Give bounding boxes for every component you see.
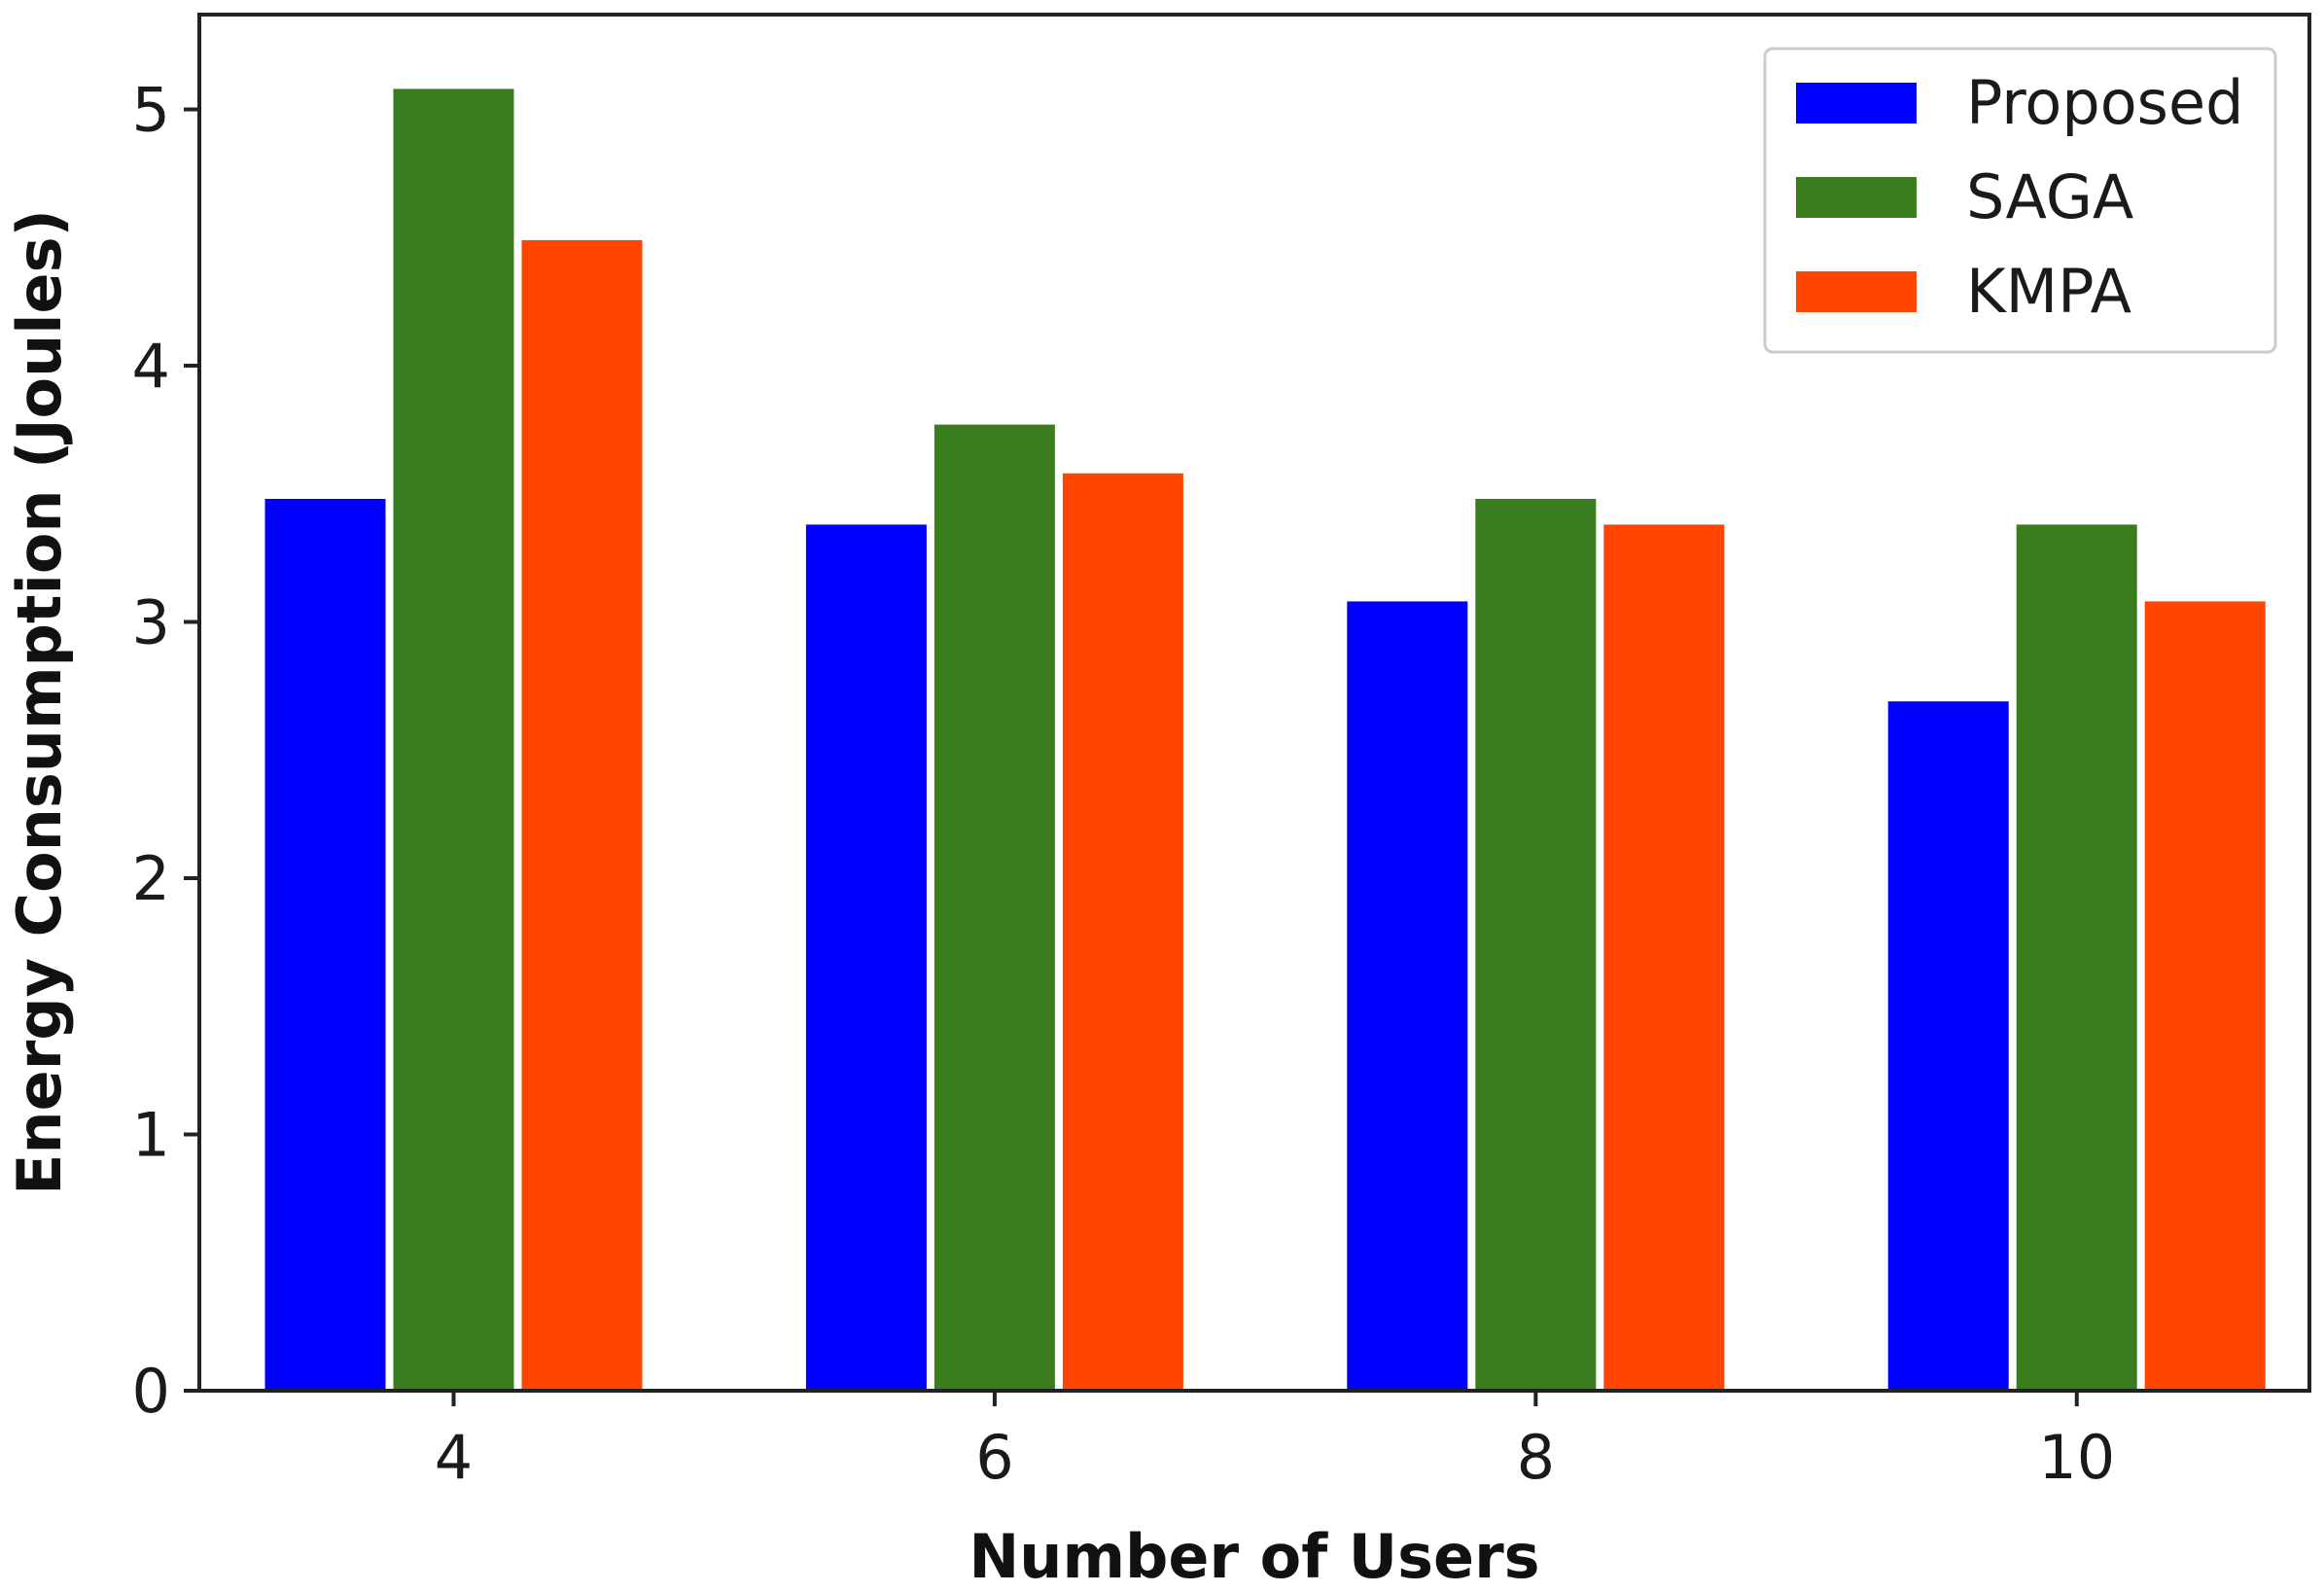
y-tick-label: 3 [132,586,170,657]
x-tick-label: 4 [435,1422,473,1493]
bar-kmpa-10 [2144,601,2266,1391]
x-ticks-group: 4 6 8 10 [435,1391,2115,1493]
legend-label-saga: SAGA [1966,161,2133,232]
bars-group [264,88,2266,1392]
bar-proposed-4 [264,499,386,1391]
legend-swatch-kmpa [1796,271,1917,312]
bar-kmpa-4 [521,239,643,1391]
bar-saga-10 [2016,524,2137,1391]
x-tick-label: 8 [1517,1422,1555,1493]
x-axis-title: Number of Users [968,1521,1539,1592]
y-tick-label: 4 [132,331,170,402]
bar-saga-6 [933,424,1055,1392]
legend: Proposed SAGA KMPA [1763,47,2277,354]
bar-kmpa-6 [1062,473,1183,1391]
x-tick-label: 6 [975,1422,1013,1493]
legend-swatch-proposed [1796,83,1917,124]
y-tick-label: 2 [132,843,170,914]
bar-kmpa-8 [1603,524,1725,1391]
bar-proposed-10 [1887,701,2009,1391]
y-tick-label: 1 [132,1099,170,1170]
legend-swatch-saga [1796,177,1917,218]
bar-proposed-6 [805,524,927,1391]
bar-saga-4 [393,88,514,1391]
y-axis-title: Energy Consumption (Joules) [4,209,75,1195]
y-tick-label: 5 [132,74,170,145]
y-tick-label: 0 [132,1356,170,1427]
x-tick-label: 10 [2038,1422,2115,1493]
legend-label-kmpa: KMPA [1966,256,2131,327]
bar-saga-8 [1475,499,1597,1391]
plot-frame [197,13,2311,1393]
legend-label-proposed: Proposed [1966,67,2243,138]
y-ticks-group: 0 1 2 3 4 5 [132,74,199,1427]
bar-proposed-8 [1347,601,1468,1391]
